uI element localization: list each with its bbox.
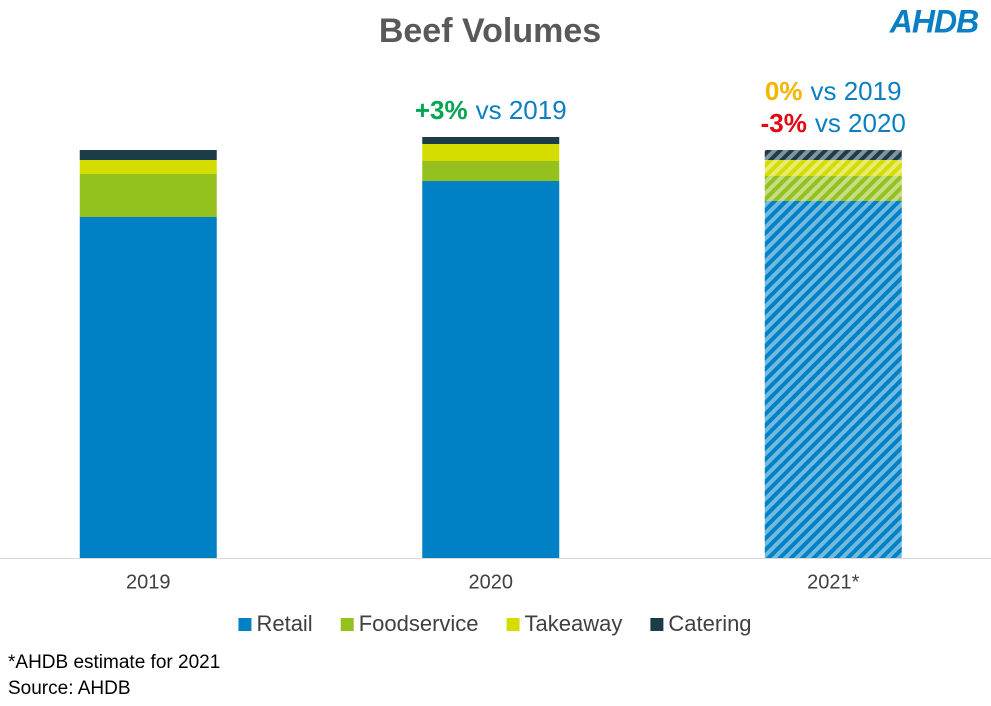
bar-segment: [79, 160, 217, 174]
bar-segment: [764, 201, 902, 558]
bar-segment: [79, 217, 217, 558]
x-tick-label: 2020: [469, 571, 514, 593]
bar-segment: [79, 150, 217, 160]
annotation: -3% vs 2020: [761, 108, 906, 138]
bar-segment: [79, 174, 217, 217]
annotation-part: vs 2019: [476, 95, 567, 125]
x-tick-label: 2021*: [807, 571, 859, 593]
annotation-part: vs 2019: [811, 76, 902, 106]
annotation-part: -3%: [761, 108, 807, 138]
legend-item: Foodservice: [340, 611, 479, 636]
legend-item: Takeaway: [506, 611, 623, 636]
legend-swatch: [238, 618, 252, 631]
bar-segment: [764, 150, 902, 160]
logo: AHDB: [889, 3, 978, 39]
annotation-part: vs 2020: [815, 108, 906, 138]
legend-label: Takeaway: [525, 611, 623, 636]
legend-item: Catering: [650, 611, 752, 636]
legend-swatch: [340, 618, 354, 631]
annotation-part: +3%: [415, 95, 468, 125]
bar-segment: [422, 161, 560, 181]
bar-segment: [422, 144, 560, 161]
legend-label: Catering: [668, 611, 751, 636]
x-tick-label: 2019: [126, 571, 171, 593]
footnote: *AHDB estimate for 2021: [8, 652, 220, 673]
bar-segment: [422, 181, 560, 558]
legend-swatch: [506, 618, 520, 631]
annotation-part: 0%: [765, 76, 803, 106]
annotation: +3% vs 2019: [415, 95, 567, 125]
legend-label: Foodservice: [359, 611, 479, 636]
legend-swatch: [650, 618, 664, 631]
legend-item: Retail: [238, 611, 313, 636]
legend-label: Retail: [256, 611, 312, 636]
chart-title: Beef Volumes: [379, 12, 601, 50]
bar-segment: [764, 160, 902, 176]
annotation: 0% vs 2019: [765, 76, 902, 106]
footnote: Source: AHDB: [8, 678, 131, 699]
bar-segment: [422, 137, 560, 144]
bar-segment: [764, 176, 902, 201]
